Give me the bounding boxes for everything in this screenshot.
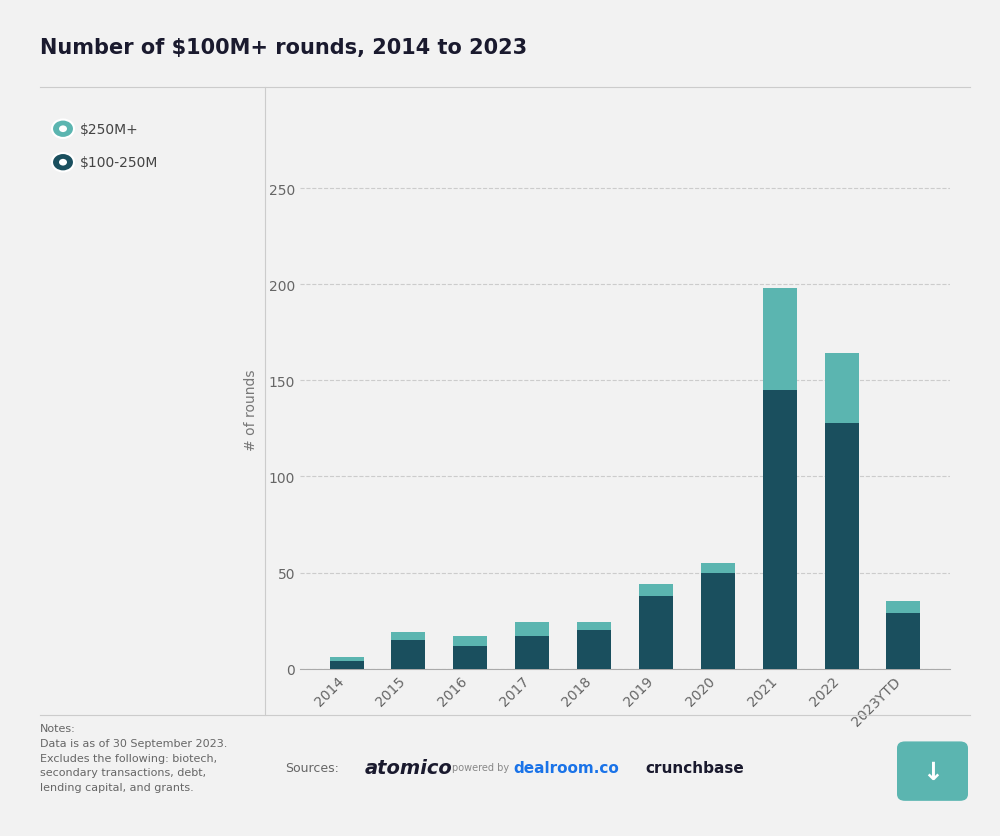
Text: $250M+: $250M+	[80, 123, 139, 136]
Bar	[825, 423, 859, 669]
Bar	[886, 602, 920, 613]
Bar	[330, 657, 364, 661]
Text: Notes:
Data is as of 30 September 2023.
Excludes the following: biotech,
seconda: Notes: Data is as of 30 September 2023. …	[40, 723, 227, 793]
Bar	[763, 288, 797, 390]
Bar	[453, 636, 487, 645]
Text: Number of $100M+ rounds, 2014 to 2023: Number of $100M+ rounds, 2014 to 2023	[40, 38, 527, 58]
Text: dealroom.co: dealroom.co	[513, 760, 619, 775]
Bar	[825, 354, 859, 423]
Text: atomico: atomico	[365, 758, 453, 777]
Bar	[577, 623, 611, 630]
Text: crunchbase: crunchbase	[645, 760, 744, 775]
Bar	[639, 596, 673, 669]
Bar	[515, 623, 549, 636]
Text: ↓: ↓	[922, 760, 943, 783]
Bar	[763, 390, 797, 669]
Y-axis label: # of rounds: # of rounds	[244, 369, 258, 451]
Bar	[639, 584, 673, 596]
Text: Sources:: Sources:	[285, 761, 339, 774]
Bar	[515, 636, 549, 669]
Bar	[453, 645, 487, 669]
Bar	[886, 613, 920, 669]
Text: powered by: powered by	[452, 762, 509, 772]
Bar	[330, 661, 364, 669]
Bar	[701, 563, 735, 573]
Bar	[577, 630, 611, 669]
Bar	[391, 640, 425, 669]
Bar	[391, 632, 425, 640]
Text: $100-250M: $100-250M	[80, 156, 158, 170]
Bar	[701, 573, 735, 669]
